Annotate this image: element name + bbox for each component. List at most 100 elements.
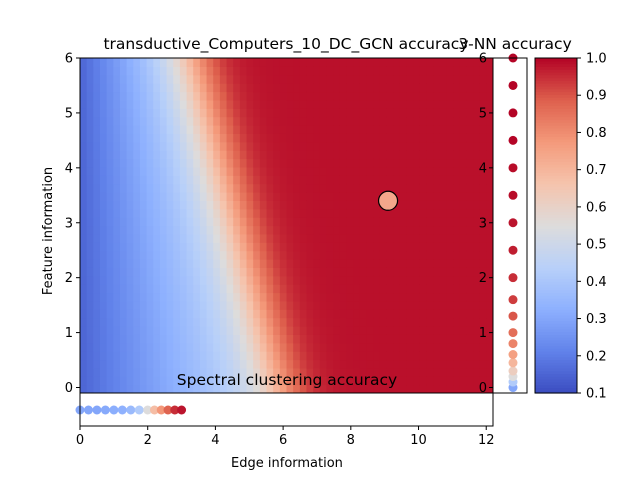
heatmap-cell <box>313 259 321 268</box>
heatmap-cell <box>239 58 248 67</box>
heatmap-cell <box>86 359 94 369</box>
heatmap-cell <box>333 334 341 344</box>
colorbar-band <box>535 300 577 305</box>
heatmap-cell <box>413 275 421 285</box>
heatmap-cell <box>259 200 268 210</box>
colorbar-band <box>535 303 577 308</box>
heatmap-cell <box>213 292 221 302</box>
heatmap-cell <box>419 83 427 93</box>
heatmap-cell <box>80 125 88 134</box>
heatmap-cell <box>439 116 447 126</box>
heatmap-cell <box>106 108 114 118</box>
heatmap-cell <box>359 125 368 134</box>
heatmap-cell <box>273 166 281 176</box>
heatmap-cell <box>406 74 414 84</box>
heatmap-cell <box>339 133 348 143</box>
heatmap-cell <box>206 217 214 227</box>
heatmap-cell <box>373 309 381 319</box>
heatmap-cell <box>139 83 148 93</box>
heatmap-cell <box>413 300 421 310</box>
heatmap-cell <box>439 342 447 352</box>
heatmap-cell <box>106 183 114 193</box>
heatmap-cell <box>419 242 427 252</box>
heatmap-cell <box>139 133 148 143</box>
heatmap-cell <box>353 125 361 134</box>
colorbar-band <box>535 261 577 266</box>
heatmap-cell <box>186 351 194 361</box>
heatmap-cell <box>433 116 441 126</box>
heatmap-cell <box>399 74 407 84</box>
heatmap-cell <box>299 384 308 393</box>
heatmap-cell <box>313 284 321 294</box>
heatmap-cell <box>286 275 294 285</box>
heatmap-cell <box>113 292 121 302</box>
heatmap-cell <box>453 367 461 377</box>
heatmap-cell <box>299 133 308 143</box>
heatmap-cell <box>446 334 454 344</box>
heatmap-cell <box>359 351 368 361</box>
heatmap-cell <box>206 133 214 143</box>
heatmap-cell <box>139 175 148 185</box>
heatmap-cell <box>326 334 334 344</box>
heatmap-cell <box>299 242 308 252</box>
heatmap-cell <box>279 275 288 285</box>
heatmap-cell <box>166 267 174 277</box>
heatmap-cell <box>126 217 134 227</box>
heatmap-cell <box>259 83 268 93</box>
heatmap-cell <box>399 108 407 118</box>
heatmap-cell <box>113 91 121 101</box>
heatmap-cell <box>99 367 108 377</box>
heatmap-cell <box>293 309 301 319</box>
heatmap-cell <box>466 359 474 369</box>
heatmap-cell <box>239 300 248 310</box>
heatmap-cell <box>426 58 434 67</box>
heatmap-cell <box>253 91 261 101</box>
heatmap-cell <box>126 58 134 67</box>
heatmap-cell <box>259 334 268 344</box>
heatmap-cell <box>353 99 361 109</box>
heatmap-cell <box>433 217 441 227</box>
heatmap-cell <box>80 242 88 252</box>
heatmap-cell <box>326 74 334 84</box>
heatmap-cell <box>246 376 254 386</box>
heatmap-cell <box>373 292 381 302</box>
heatmap-cell <box>279 267 288 277</box>
heatmap-cell <box>266 292 274 302</box>
heatmap-cell <box>166 66 174 76</box>
heatmap-cell <box>119 116 128 126</box>
heatmap-cell <box>406 233 414 243</box>
heatmap-cell <box>479 359 487 369</box>
heatmap-cell <box>459 74 467 84</box>
heatmap-cell <box>406 259 414 268</box>
heatmap-cell <box>319 99 328 109</box>
heatmap-cell <box>106 83 114 93</box>
colorbar-band <box>535 155 577 160</box>
heatmap-cell <box>466 175 474 185</box>
heatmap-cell <box>299 259 308 268</box>
heatmap-cell <box>439 233 447 243</box>
heatmap-cell <box>453 259 461 268</box>
heatmap-cell <box>439 192 447 201</box>
heatmap-cell <box>313 250 321 260</box>
heatmap-cell <box>199 250 208 260</box>
heatmap-cell <box>80 259 88 268</box>
heatmap-cell <box>146 326 154 335</box>
heatmap-cell <box>366 183 374 193</box>
heatmap-cell <box>226 125 234 134</box>
heatmap-cell <box>93 351 101 361</box>
heatmap-cell <box>299 351 308 361</box>
heatmap-cell <box>453 334 461 344</box>
heatmap-cell <box>386 351 394 361</box>
heatmap-cell <box>473 208 481 218</box>
heatmap-cell <box>333 300 341 310</box>
heatmap-cell <box>373 225 381 235</box>
heatmap-cell <box>446 83 454 93</box>
heatmap-cell <box>153 183 161 193</box>
heatmap-cell <box>366 300 374 310</box>
heatmap-cell <box>226 116 234 126</box>
heatmap-cell <box>179 208 188 218</box>
heatmap-cell <box>359 200 368 210</box>
heatmap-cell <box>313 150 321 160</box>
colorbar-band <box>535 367 577 372</box>
heatmap-cell <box>213 300 221 310</box>
